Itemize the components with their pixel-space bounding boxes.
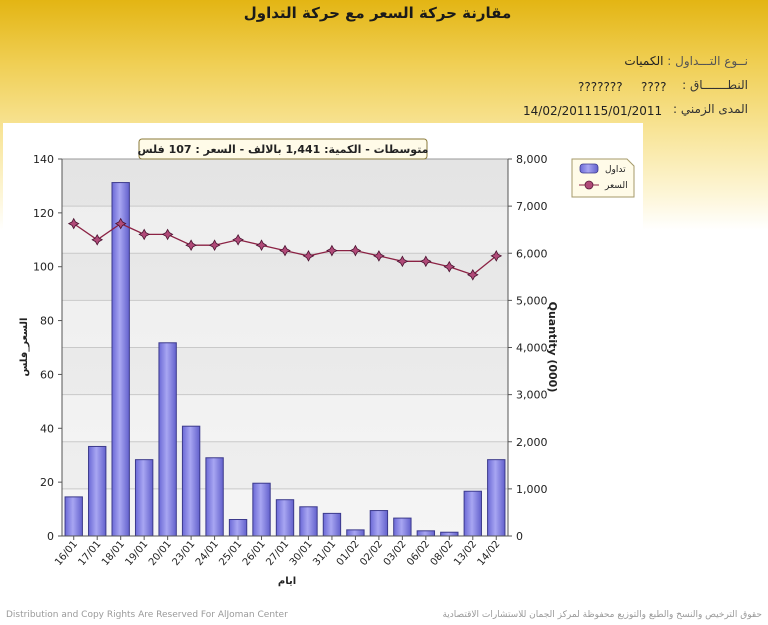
x-tick-label: 20/01 bbox=[147, 539, 174, 568]
y2-axis-label: Quantity (000) bbox=[546, 302, 559, 393]
trade-type-value: الكميات bbox=[624, 54, 664, 68]
sector-value-2: ??????? bbox=[578, 80, 623, 94]
period-label: المدى الزمني : bbox=[673, 102, 748, 116]
bar-08/02 bbox=[440, 531, 459, 537]
bar-01/02 bbox=[346, 529, 365, 537]
x-axis-label: ايام bbox=[278, 576, 296, 587]
y-tick-label: 80 bbox=[40, 315, 54, 328]
x-tick-label: 16/01 bbox=[53, 539, 80, 568]
x-tick-label: 01/02 bbox=[335, 539, 362, 568]
legend-line-label: السعر bbox=[604, 181, 628, 191]
plot-band bbox=[62, 300, 508, 348]
price-point-06/02 bbox=[419, 255, 432, 268]
bar-13/02 bbox=[463, 490, 482, 537]
bar-23/01 bbox=[181, 425, 201, 537]
period-to: 14/02/2011 bbox=[523, 104, 593, 118]
bar-24/01 bbox=[205, 457, 224, 537]
price-point-30/01 bbox=[302, 250, 315, 262]
y-tick-label: 0 bbox=[47, 530, 54, 543]
y-tick-label: 20 bbox=[40, 476, 54, 489]
x-tick-label: 06/02 bbox=[405, 539, 432, 568]
y2-tick-label: 5,000 bbox=[516, 294, 548, 307]
x-tick-label: 14/02 bbox=[476, 539, 503, 568]
y2-tick-label: 4,000 bbox=[516, 342, 548, 355]
sector-label: النطـــــــاق : bbox=[682, 78, 748, 92]
x-tick-label: 26/01 bbox=[241, 539, 268, 568]
bar-30/01 bbox=[299, 506, 318, 537]
bar-03/02 bbox=[393, 517, 412, 537]
x-tick-label: 18/01 bbox=[100, 539, 127, 568]
price-point-23/01 bbox=[185, 239, 197, 252]
legend-bar-swatch bbox=[579, 163, 599, 174]
price-point-31/01 bbox=[326, 244, 338, 257]
y2-tick-label: 0 bbox=[516, 530, 523, 543]
y-tick-label: 100 bbox=[33, 261, 54, 274]
footer-copyright-en: Distribution and Copy Rights Are Reserve… bbox=[6, 610, 288, 620]
footer-copyright-ar: حقوق الترخيص والنسخ والطبع والتوزيع محفو… bbox=[442, 610, 762, 620]
page-title: مقارنة حركة السعر مع حركة التداول bbox=[243, 4, 512, 22]
y-tick-label: 40 bbox=[40, 422, 54, 435]
x-tick-label: 02/02 bbox=[358, 539, 385, 568]
price-point-27/01 bbox=[279, 244, 291, 257]
x-tick-label: 08/02 bbox=[429, 539, 456, 568]
plot-band bbox=[62, 394, 508, 442]
price-point-19/01 bbox=[138, 228, 151, 241]
bar-02/02 bbox=[369, 510, 389, 537]
x-tick-label: 13/02 bbox=[452, 539, 479, 568]
legend-line-marker bbox=[584, 180, 594, 190]
bar-14/02 bbox=[487, 459, 506, 537]
price-point-26/01 bbox=[255, 239, 268, 252]
price-point-25/01 bbox=[232, 233, 244, 246]
bar-18/01 bbox=[111, 182, 130, 537]
x-tick-label: 24/01 bbox=[194, 539, 221, 568]
bar-19/01 bbox=[134, 459, 154, 537]
price-point-17/01 bbox=[91, 233, 104, 246]
y2-tick-label: 6,000 bbox=[516, 247, 548, 260]
bar-26/01 bbox=[252, 482, 271, 537]
bar-27/01 bbox=[275, 499, 295, 537]
y-tick-label: 60 bbox=[40, 368, 54, 381]
y-tick-label: 140 bbox=[33, 153, 54, 166]
y2-tick-label: 1,000 bbox=[516, 483, 548, 496]
price-point-03/02 bbox=[396, 255, 409, 268]
sector-value-1: ???? bbox=[641, 80, 667, 94]
x-tick-label: 23/01 bbox=[170, 539, 197, 568]
bar-17/01 bbox=[88, 445, 107, 537]
price-point-14/02 bbox=[490, 250, 503, 262]
x-tick-label: 19/01 bbox=[123, 539, 150, 568]
price-point-13/02 bbox=[466, 268, 479, 281]
y2-tick-label: 7,000 bbox=[516, 200, 548, 213]
x-tick-label: 17/01 bbox=[77, 539, 104, 568]
y2-tick-label: 3,000 bbox=[516, 389, 548, 402]
price-point-24/01 bbox=[208, 239, 221, 252]
x-tick-label: 31/01 bbox=[311, 539, 338, 568]
price-point-20/01 bbox=[161, 228, 174, 241]
bar-25/01 bbox=[228, 519, 248, 537]
bar-20/01 bbox=[158, 342, 177, 537]
bar-06/02 bbox=[416, 530, 436, 537]
y2-tick-label: 2,000 bbox=[516, 436, 548, 449]
chart-title: متوسطات - الكمية: 1,441 بالالف - السعر :… bbox=[138, 143, 429, 156]
price-point-16/01 bbox=[67, 217, 80, 230]
trade-type-row: نــوع التـــداول : الكميات bbox=[624, 54, 748, 68]
bar-16/01 bbox=[64, 496, 83, 537]
y-tick-label: 120 bbox=[33, 207, 54, 220]
x-tick-label: 27/01 bbox=[264, 539, 291, 568]
price-point-02/02 bbox=[373, 250, 385, 262]
price-point-08/02 bbox=[443, 260, 456, 273]
price-point-18/01 bbox=[114, 217, 127, 230]
price-point-01/02 bbox=[349, 244, 362, 257]
x-tick-label: 25/01 bbox=[217, 539, 244, 568]
x-tick-label: 30/01 bbox=[288, 539, 315, 568]
period-from: 15/01/2011 bbox=[593, 104, 663, 118]
legend: تداول السعر bbox=[571, 158, 635, 198]
x-tick-label: 03/02 bbox=[382, 539, 409, 568]
averages-box bbox=[138, 138, 428, 160]
y2-tick-label: 8,000 bbox=[516, 153, 548, 166]
trade-type-label: نــوع التـــداول : bbox=[667, 54, 748, 68]
legend-bar-label: تداول bbox=[605, 165, 626, 175]
y-axis-label: السعر_فلس bbox=[19, 318, 30, 377]
bar-31/01 bbox=[322, 512, 342, 537]
